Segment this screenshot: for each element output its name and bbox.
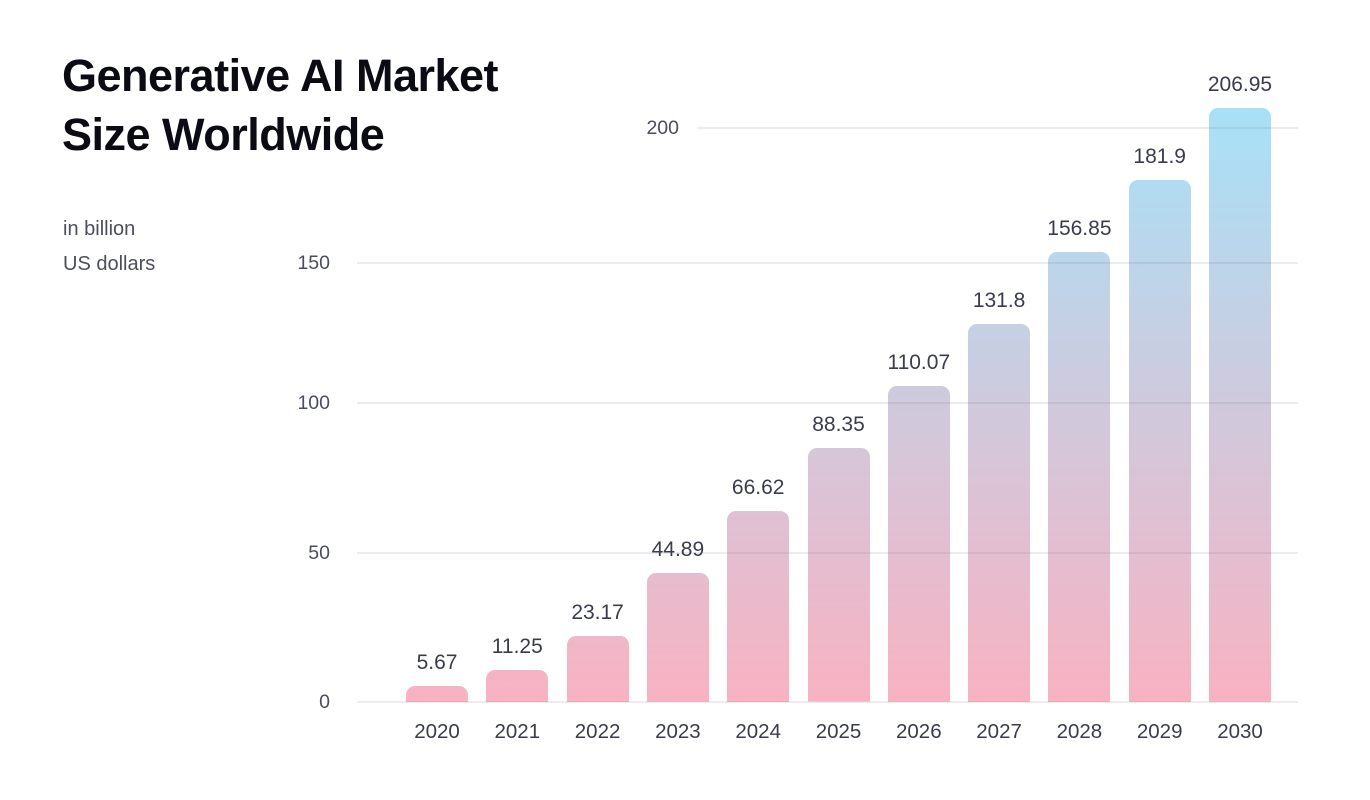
gridline-200 <box>697 127 1298 129</box>
x-tick-label-2021: 2021 <box>494 720 541 743</box>
value-label-2029: 181.9 <box>1133 144 1186 168</box>
bar-2030 <box>1209 108 1271 702</box>
gridline-100 <box>357 401 1298 404</box>
value-label-2020: 5.67 <box>416 650 458 674</box>
y-tick-label-0: 0 <box>319 691 330 713</box>
value-label-2027: 131.8 <box>972 288 1026 312</box>
value-label-2024: 66.62 <box>731 475 785 499</box>
bar-2025 <box>807 448 870 702</box>
bar-2026 <box>887 386 950 702</box>
value-label-2023: 44.89 <box>651 538 705 562</box>
gridline-0 <box>357 701 1298 703</box>
bar-2029 <box>1128 179 1191 702</box>
chart-title: Generative AI Market Size Worldwide <box>62 46 499 164</box>
value-label-2021: 11.25 <box>491 634 543 658</box>
x-tick-label-2025: 2025 <box>815 720 862 743</box>
bar-2022 <box>566 635 629 702</box>
bar-2027 <box>968 323 1031 702</box>
bar-2028 <box>1048 251 1111 702</box>
chart-unit-label-line2: US dollars <box>63 253 156 275</box>
value-label-2030: 206.95 <box>1207 73 1273 97</box>
x-tick-label-2023: 2023 <box>655 720 701 743</box>
value-label-2026: 110.07 <box>887 351 951 375</box>
gridline-50 <box>357 551 1298 554</box>
x-tick-label-2020: 2020 <box>414 720 460 743</box>
x-tick-label-2026: 2026 <box>895 720 942 743</box>
x-tick-label-2022: 2022 <box>574 720 621 743</box>
gridline-150 <box>357 262 1298 264</box>
chart-unit-label: in billion US dollars <box>63 212 155 282</box>
chart-unit-label-line1: in billion <box>63 218 136 240</box>
y-tick-label-100: 100 <box>297 391 330 414</box>
y-tick-label-50: 50 <box>308 541 330 564</box>
chart-title-line1: Generative AI Market <box>62 50 499 101</box>
bar-2024 <box>727 510 790 702</box>
x-tick-label-2028: 2028 <box>1056 720 1103 743</box>
chart-title-line2: Size Worldwide <box>62 109 385 160</box>
bar-2020 <box>406 685 468 702</box>
value-label-2022: 23.17 <box>571 600 624 624</box>
value-label-2028: 156.85 <box>1047 216 1112 240</box>
bar-2023 <box>646 573 709 702</box>
bar-2021 <box>486 669 549 702</box>
x-tick-label-2029: 2029 <box>1136 720 1183 743</box>
y-tick-label-200: 200 <box>646 117 679 139</box>
x-tick-label-2027: 2027 <box>976 720 1022 743</box>
value-label-2025: 88.35 <box>812 413 865 437</box>
x-tick-label-2024: 2024 <box>735 720 781 743</box>
y-tick-label-150: 150 <box>297 252 330 274</box>
x-tick-label-2030: 2030 <box>1217 720 1263 743</box>
